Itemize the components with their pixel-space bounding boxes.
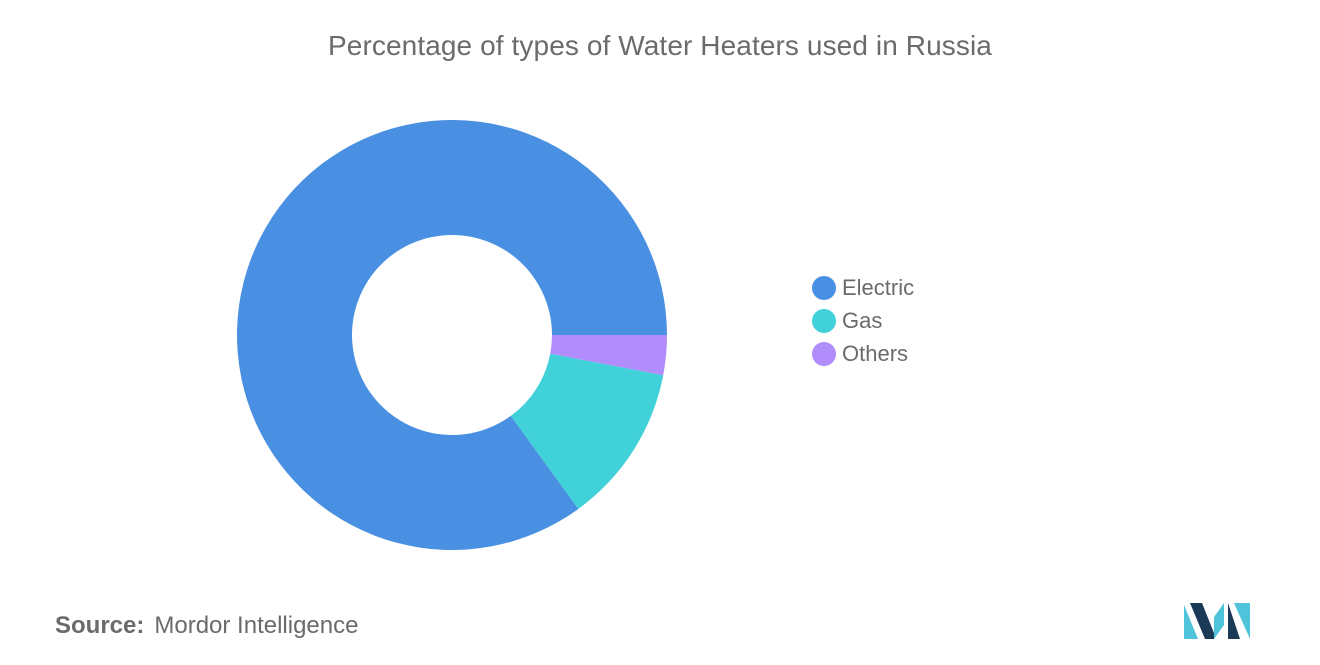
slice-electric — [237, 119, 668, 550]
legend-label-gas: Gas — [842, 307, 883, 333]
legend-swatch-gas — [812, 308, 836, 333]
slice-gas — [510, 353, 664, 509]
legend-item-electric: Electric — [812, 271, 914, 304]
legend-item-others: Others — [812, 337, 914, 370]
source-label: Source: — [55, 612, 145, 639]
legend-swatch-others — [812, 341, 836, 366]
legend-label-others: Others — [842, 340, 909, 366]
slice-others — [550, 335, 667, 376]
legend-label-electric: Electric — [842, 274, 915, 300]
source-line: Source: Mordor Intelligence — [55, 612, 358, 640]
source-text: Mordor Intelligence — [154, 612, 359, 639]
mordor-intelligence-logo-icon — [1184, 603, 1250, 639]
legend-item-gas: Gas — [812, 304, 914, 337]
legend-swatch-electric — [812, 275, 836, 300]
chart-title: Percentage of types of Water Heaters use… — [328, 30, 992, 61]
donut-slices — [237, 119, 668, 550]
chart-legend: Electric Gas Others — [812, 271, 914, 370]
